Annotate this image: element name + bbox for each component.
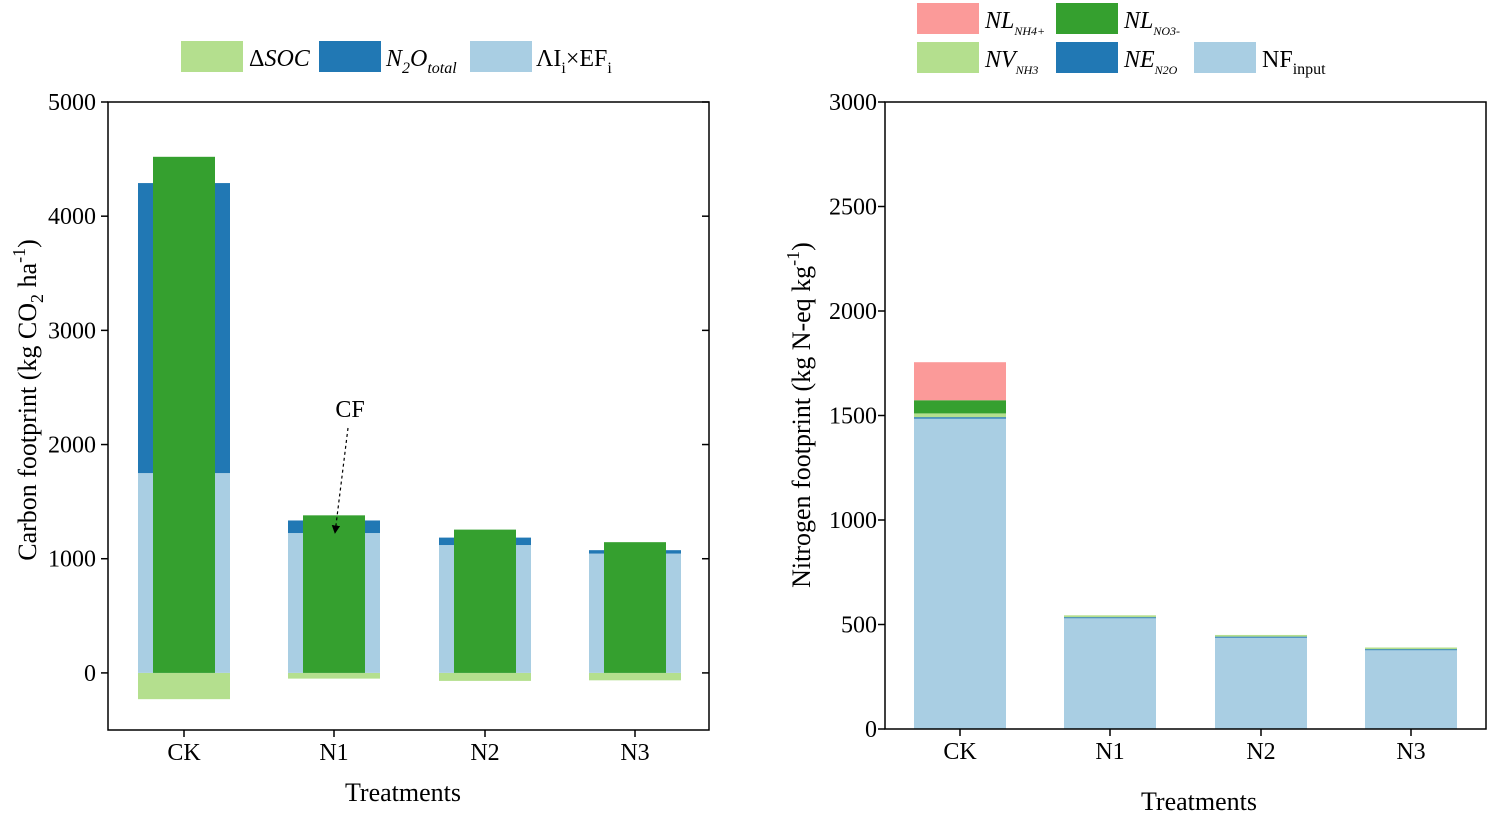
carbon-x-tick-label: N1 (319, 740, 348, 766)
legend-nf-input-swatch (1194, 42, 1256, 73)
bar-nf-input-n2 (1215, 637, 1307, 729)
bar-nl-nh4-ck (914, 362, 1006, 401)
carbon-y-tick-label: 0 (84, 661, 96, 687)
bar-nf-input-ck (914, 418, 1006, 729)
nitrogen-y-ticks: 0 500 1000 1500 2000 2500 3000 (829, 90, 885, 743)
legend-nl-no3-swatch (1056, 3, 1118, 34)
carbon-x-tick-label: N2 (470, 740, 499, 766)
nitrogen-y-tick-label: 2000 (829, 299, 877, 325)
nitrogen-bars (914, 362, 1457, 729)
legend-n2o-total-label: N2Ototal (385, 46, 457, 77)
carbon-x-tick-label: CK (167, 740, 201, 766)
carbon-bars (138, 156, 681, 700)
nitrogen-y-tick-label: 1000 (829, 508, 877, 534)
legend-nf-input-label: NFinput (1262, 47, 1326, 78)
nitrogen-y-tick-label: 500 (841, 613, 877, 639)
legend-ne-n2o-label: NEN2O (1123, 47, 1178, 77)
bar-cf-ck (153, 156, 215, 673)
bar-ne-n2o-n2 (1215, 636, 1307, 638)
nitrogen-y-tick-label: 2500 (829, 195, 877, 221)
legend-nv-nh3-swatch (917, 42, 979, 73)
nitrogen-x-tick-label: CK (943, 739, 977, 765)
carbon-y-tick-label: 3000 (48, 318, 96, 344)
bar-soc-n3 (589, 672, 681, 681)
carbon-legend: ΔSOC N2Ototal ΛIi×EFi (181, 41, 612, 77)
bar-ne-n2o-n3 (1365, 649, 1457, 651)
nitrogen-footprint-chart: NLNH4+ NLNO3- NVNH3 NEN2O NFinput 0 500 1000 15… (783, 3, 1487, 816)
carbon-y-ticks: 0 1000 2000 3000 4000 5000 (48, 90, 709, 687)
carbon-footprint-chart: ΔSOC N2Ototal ΛIi×EFi 0 1000 2000 3000 4000 500… (9, 41, 710, 807)
carbon-y-tick-label: 2000 (48, 433, 96, 459)
legend-ai-ef-label: ΛIi×EFi (536, 46, 612, 77)
legend-ai-ef-swatch (470, 41, 532, 72)
nitrogen-y-tick-label: 3000 (829, 90, 877, 116)
bar-nv-nh3-n3 (1365, 647, 1457, 650)
cf-annotation-label: CF (335, 397, 364, 423)
bar-nf-input-n3 (1365, 649, 1457, 729)
legend-soc-label: ΔSOC (249, 46, 311, 72)
legend-nl-nh4-label: NLNH4+ (984, 8, 1045, 38)
bar-ne-n2o-n1 (1064, 617, 1156, 619)
cf-annotation: CF (331, 397, 365, 534)
carbon-y-tick-label: 5000 (48, 90, 96, 116)
nitrogen-x-axis-label: Treatments (1141, 787, 1257, 816)
bar-nf-input-n1 (1064, 617, 1156, 729)
bar-cf-n3 (604, 542, 666, 673)
bar-ne-n2o-ck (914, 417, 1006, 419)
bar-nl-no3-ck (914, 400, 1006, 414)
carbon-y-tick-label: 4000 (48, 204, 96, 230)
bar-soc-n2 (439, 672, 531, 681)
legend-nv-nh3-label: NVNH3 (984, 47, 1038, 77)
nitrogen-x-tick-label: N1 (1095, 739, 1124, 765)
carbon-y-tick-label: 1000 (48, 547, 96, 573)
legend-nl-no3-label: NLNO3- (1123, 8, 1180, 38)
nitrogen-x-ticks: CK N1 N2 N3 (943, 729, 1426, 765)
bar-nv-nh3-n1 (1064, 615, 1156, 618)
bar-cf-n2 (454, 529, 516, 673)
bar-cf-n1 (303, 515, 365, 673)
bar-soc-n1 (288, 672, 380, 679)
nitrogen-legend: NLNH4+ NLNO3- NVNH3 NEN2O NFinput (917, 3, 1326, 78)
carbon-y-axis-label: Carbon footprint (kg CO2 ha-1) (9, 239, 47, 561)
bar-nv-nh3-n2 (1215, 634, 1307, 637)
nitrogen-y-tick-label: 1500 (829, 404, 877, 430)
carbon-x-tick-label: N3 (620, 740, 649, 766)
legend-ne-n2o-swatch (1056, 42, 1118, 73)
legend-n2o-total-swatch (319, 41, 381, 72)
carbon-plot-frame (107, 101, 710, 731)
carbon-x-axis-label: Treatments (345, 778, 461, 807)
legend-soc-swatch (181, 41, 243, 72)
bar-soc-ck (138, 672, 230, 700)
carbon-x-ticks: CK N1 N2 N3 (167, 730, 650, 766)
nitrogen-y-axis-label: Nitrogen footprint (kg N-eq kg-1) (783, 242, 816, 588)
bar-nv-nh3-ck (914, 413, 1006, 418)
nitrogen-y-tick-label: 0 (865, 717, 877, 743)
legend-nl-nh4-swatch (917, 3, 979, 34)
nitrogen-x-tick-label: N2 (1246, 739, 1275, 765)
nitrogen-x-tick-label: N3 (1396, 739, 1425, 765)
